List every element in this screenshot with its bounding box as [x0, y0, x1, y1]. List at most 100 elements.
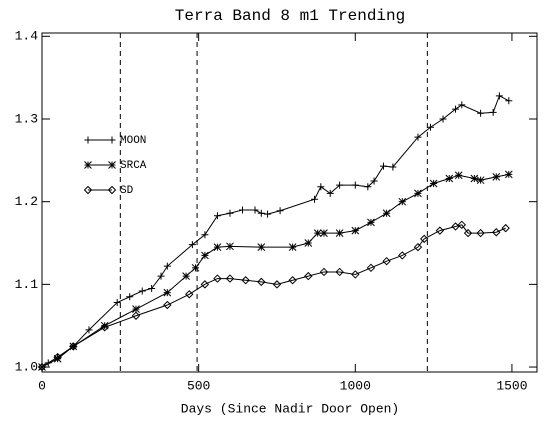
data-point: [138, 287, 146, 295]
data-point: [201, 251, 209, 260]
y-tick-label: 1.4: [15, 29, 39, 44]
data-point: [382, 256, 391, 266]
x-tick-label: 0: [38, 378, 46, 393]
data-point: [226, 209, 234, 217]
legend-marker: [108, 161, 116, 169]
data-point: [288, 276, 297, 285]
data-point: [53, 354, 62, 363]
data-point: [454, 171, 463, 180]
x-tick-label: 500: [187, 378, 210, 393]
data-point: [113, 299, 121, 307]
data-point: [53, 352, 62, 362]
data-point: [326, 189, 334, 197]
data-point: [492, 228, 501, 237]
data-point: [37, 362, 47, 372]
data-point: [505, 97, 513, 105]
data-point: [351, 226, 360, 235]
data-point: [191, 263, 200, 272]
data-point: [351, 181, 359, 189]
data-point: [163, 262, 171, 270]
data-point: [131, 311, 141, 320]
data-point: [398, 251, 407, 260]
legend-label: SRCA: [120, 160, 147, 172]
legend-marker: [84, 136, 92, 144]
data-point: [336, 181, 344, 189]
data-point: [504, 170, 513, 179]
data-point: [257, 243, 266, 252]
y-tick-label: 1.0: [15, 359, 38, 374]
x-axis-label: Days (Since Nadir Door Open): [181, 401, 399, 416]
data-point: [398, 197, 407, 206]
data-point: [257, 209, 265, 217]
data-point: [435, 226, 445, 235]
data-point: [351, 270, 360, 279]
data-point: [445, 174, 454, 183]
data-point: [241, 276, 250, 285]
data-point: [85, 326, 93, 334]
data-point: [366, 263, 376, 273]
data-point: [313, 229, 322, 237]
data-point: [429, 179, 438, 188]
data-point: [489, 108, 497, 116]
y-tick-label: 1.2: [15, 194, 38, 209]
legend-marker: [107, 185, 117, 195]
data-point: [69, 342, 78, 351]
legend-label: MOON: [120, 135, 146, 147]
data-point: [470, 174, 479, 183]
data-point: [451, 222, 460, 231]
data-point: [463, 228, 473, 238]
data-point: [200, 280, 210, 289]
x-tick-label: 1500: [496, 378, 527, 393]
data-point: [457, 220, 467, 230]
data-point: [163, 300, 172, 310]
data-point: [239, 206, 247, 214]
data-point: [335, 229, 344, 237]
data-point: [311, 195, 319, 203]
data-point: [495, 92, 503, 100]
data-point: [100, 321, 109, 330]
data-point: [257, 277, 266, 287]
plot-frame: [41, 32, 538, 373]
data-point: [213, 274, 222, 283]
data-point: [182, 272, 190, 280]
data-point: [367, 218, 375, 227]
data-point: [157, 272, 165, 280]
data-point: [100, 323, 109, 332]
data-point: [226, 242, 234, 251]
data-point: [501, 223, 510, 233]
data-point: [477, 109, 485, 117]
data-point: [264, 210, 272, 218]
series-line: [41, 224, 506, 368]
data-point: [426, 123, 434, 131]
series-line: [41, 95, 510, 368]
x-tick-label: 1000: [340, 378, 371, 393]
data-point: [272, 280, 282, 289]
data-point: [225, 274, 235, 283]
data-point: [288, 243, 297, 252]
data-point: [188, 241, 196, 249]
data-point: [213, 243, 222, 252]
data-point: [132, 305, 140, 314]
data-point: [320, 229, 328, 237]
data-point: [148, 284, 156, 292]
data-point: [476, 228, 485, 238]
data-point: [414, 189, 422, 198]
data-point: [389, 163, 397, 171]
data-point: [319, 267, 329, 277]
data-point: [317, 183, 325, 191]
data-point: [413, 242, 423, 252]
data-point: [439, 115, 447, 123]
data-point: [452, 105, 460, 113]
y-tick-label: 1.3: [15, 111, 38, 126]
data-point: [414, 133, 422, 141]
data-point: [476, 176, 485, 185]
legend-marker: [83, 185, 93, 195]
data-point: [276, 207, 284, 215]
data-point: [251, 206, 259, 214]
data-point: [201, 231, 209, 239]
data-point: [370, 177, 378, 185]
data-point: [213, 212, 221, 220]
data-point: [163, 288, 172, 297]
